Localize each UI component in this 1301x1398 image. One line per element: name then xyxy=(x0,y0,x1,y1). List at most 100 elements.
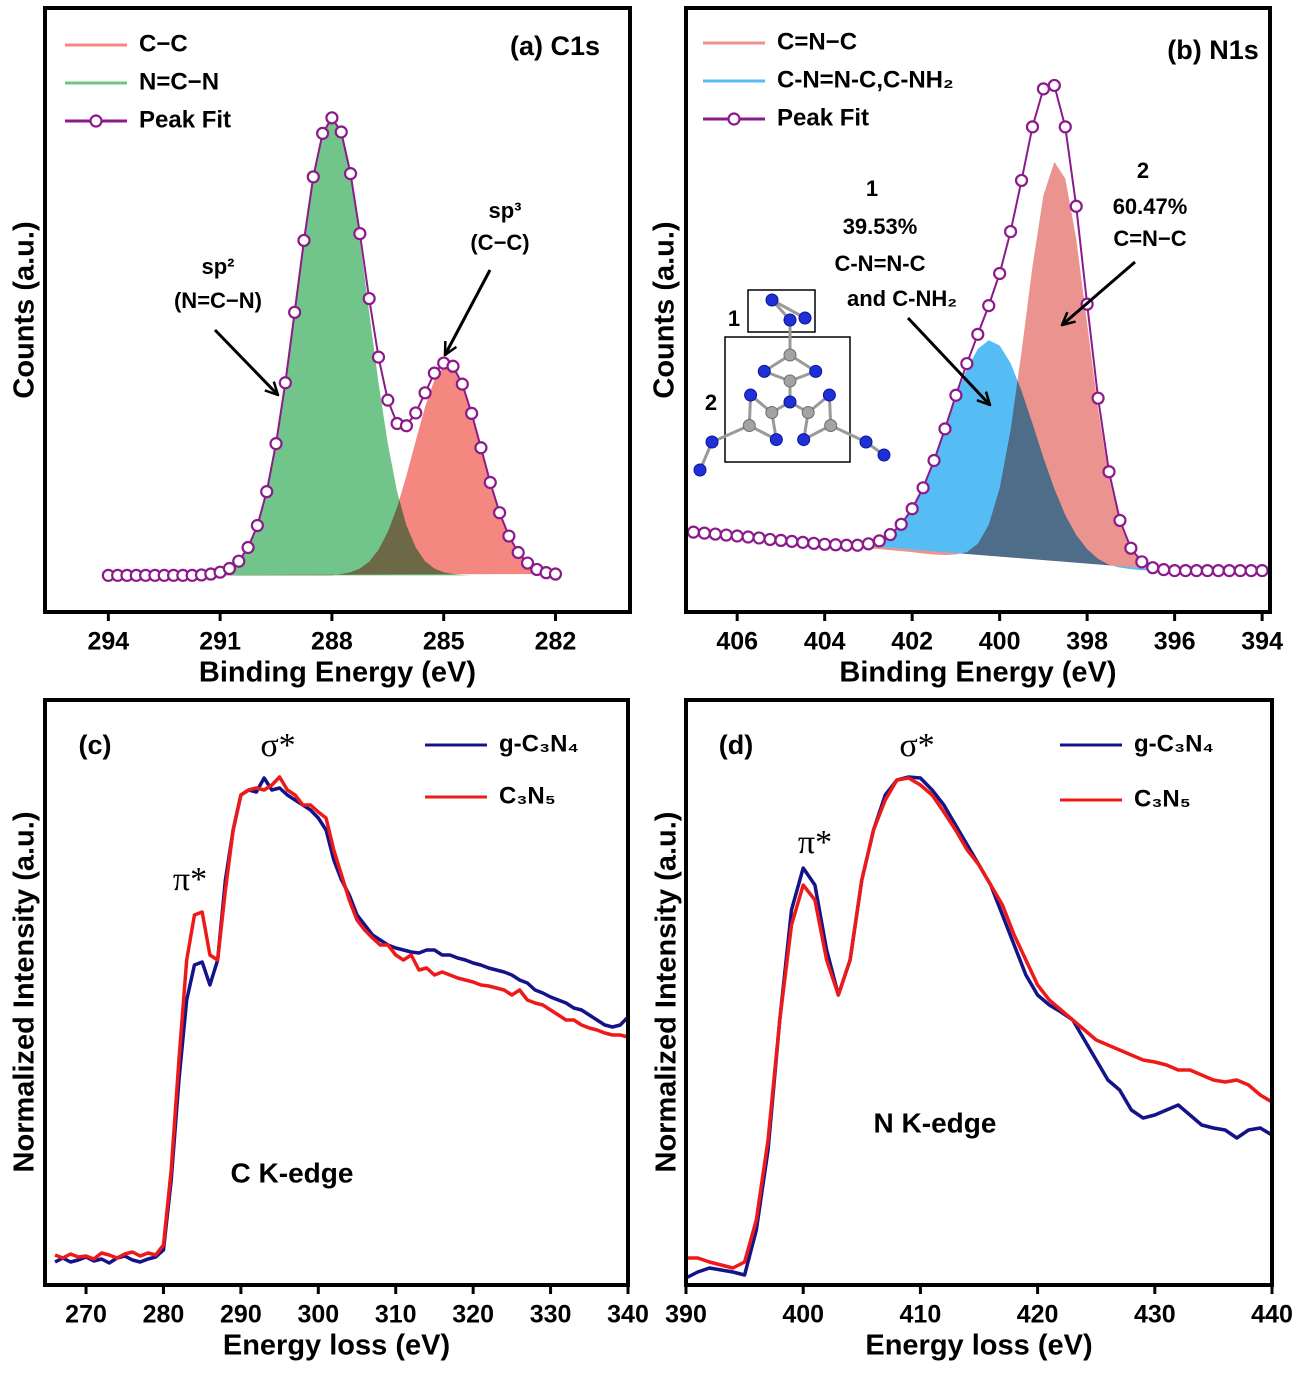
point xyxy=(1069,199,1083,213)
x-tick-label: 390 xyxy=(665,1301,707,1329)
atom xyxy=(769,433,783,447)
x-tick-label: 282 xyxy=(535,628,577,656)
point xyxy=(232,554,246,568)
point xyxy=(763,532,777,547)
annotation: σ* xyxy=(899,727,934,764)
point xyxy=(883,527,897,542)
x-tick-label: 406 xyxy=(716,628,758,656)
annotation: and C-NH₂ xyxy=(847,286,957,311)
atom xyxy=(809,364,823,378)
point xyxy=(785,534,799,548)
x-tick-label: 340 xyxy=(607,1301,649,1329)
point xyxy=(1036,82,1050,96)
x-tick-label: 270 xyxy=(65,1301,107,1329)
x-tick-label: 285 xyxy=(423,628,465,656)
legend-label: C₃N₅ xyxy=(499,782,556,809)
point xyxy=(1255,563,1269,578)
point xyxy=(938,422,952,436)
atom xyxy=(783,313,797,327)
point xyxy=(818,537,832,551)
point xyxy=(774,533,788,547)
point xyxy=(872,534,886,548)
arrow xyxy=(906,316,990,405)
component-area xyxy=(108,117,556,576)
inset-box xyxy=(724,336,851,463)
point xyxy=(465,406,479,421)
point xyxy=(483,475,497,490)
point xyxy=(1135,555,1149,569)
y-axis-label: Normalized Intensity (a.u.) xyxy=(651,812,683,1173)
x-tick-label: 330 xyxy=(530,1301,572,1329)
point xyxy=(686,525,701,539)
panel: g-C₃N₄ C₃N₅ 390 400 410 420 430 440 Energy loss … xyxy=(651,698,1293,1362)
point xyxy=(399,419,414,433)
plot-frame xyxy=(684,698,1274,1287)
x-tick-label: 420 xyxy=(1017,1301,1059,1329)
arrow xyxy=(443,269,492,355)
atom xyxy=(801,406,815,419)
point xyxy=(446,359,460,373)
annotation: 2 xyxy=(1137,158,1149,183)
point xyxy=(222,561,237,576)
point xyxy=(993,266,1007,281)
point xyxy=(548,567,563,581)
x-tick-label: 410 xyxy=(900,1301,942,1329)
point xyxy=(829,538,843,552)
point xyxy=(861,537,876,551)
legend-label: g-C₃N₄ xyxy=(1134,730,1214,757)
annotation: 60.47% xyxy=(1113,194,1188,219)
x-tick-label: 294 xyxy=(87,628,129,656)
annotation: N K-edge xyxy=(874,1107,997,1138)
y-axis-label: Counts (a.u.) xyxy=(649,221,681,398)
atom xyxy=(705,435,719,449)
annotation: π* xyxy=(798,824,832,861)
point xyxy=(752,531,766,545)
point xyxy=(741,530,755,544)
atom xyxy=(765,406,779,419)
inset-label: 1 xyxy=(728,306,740,331)
annotation: π* xyxy=(173,861,207,898)
plot-frame xyxy=(43,6,632,614)
point xyxy=(1211,563,1225,578)
x-tick-label: 398 xyxy=(1066,628,1108,656)
annotation: (N=C−N) xyxy=(174,288,262,313)
molecule-inset xyxy=(693,289,891,477)
point xyxy=(1014,173,1029,188)
point xyxy=(1047,78,1061,93)
annotation: C K-edge xyxy=(231,1157,354,1188)
point xyxy=(850,538,865,552)
panel-title: (a) C1s xyxy=(510,31,600,61)
atom xyxy=(742,419,756,432)
atom xyxy=(822,388,836,402)
point xyxy=(260,485,274,499)
point xyxy=(708,527,722,541)
x-tick-label: 280 xyxy=(143,1301,185,1329)
point xyxy=(288,305,302,319)
legend-label: N=C−N xyxy=(139,68,219,95)
panel: C=N−C C-N=N-C,C-NH₂ Peak Fit 406 404 402 400 39… xyxy=(649,6,1283,689)
point xyxy=(325,111,339,125)
point xyxy=(894,517,908,531)
x-tick-label: 404 xyxy=(804,628,846,656)
point xyxy=(1168,563,1182,578)
point xyxy=(916,481,930,495)
component-area xyxy=(108,366,556,576)
point xyxy=(1091,391,1105,405)
point xyxy=(719,528,733,542)
point xyxy=(1124,541,1138,555)
point xyxy=(697,526,711,540)
atom xyxy=(877,448,891,462)
series-line xyxy=(54,776,628,1265)
legend-label: Peak Fit xyxy=(139,106,231,133)
component-area xyxy=(693,340,1175,571)
legend-label: C=N−C xyxy=(777,28,857,55)
point xyxy=(949,388,963,402)
point xyxy=(334,125,348,139)
atom xyxy=(797,433,811,447)
inset-label: 2 xyxy=(705,390,717,415)
annotation: σ* xyxy=(260,727,295,764)
legend-marker xyxy=(727,112,741,126)
annotation: sp² xyxy=(202,254,235,279)
point xyxy=(927,453,941,468)
